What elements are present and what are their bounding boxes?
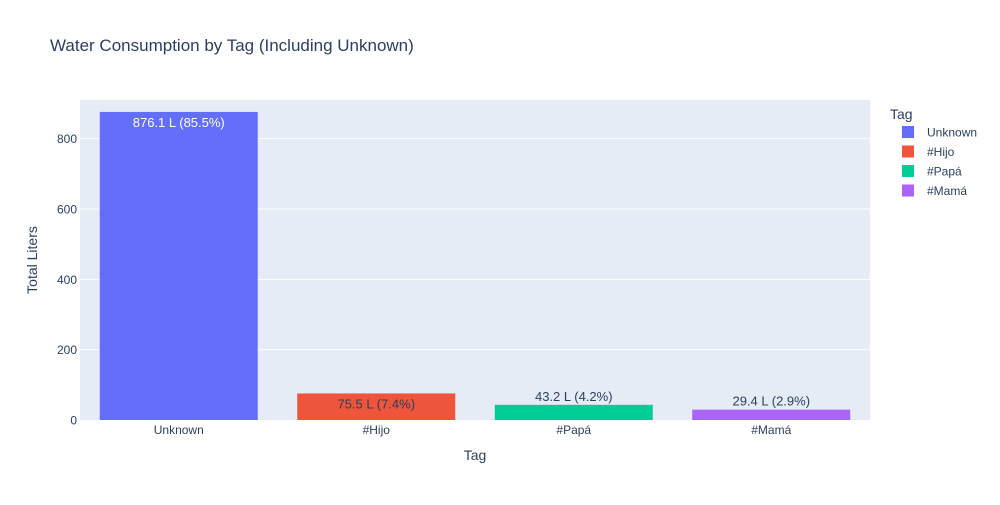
y-axis-ticks: 0 200 400 600 800	[57, 132, 77, 427]
y-tick-label: 600	[57, 203, 77, 217]
bar	[297, 393, 456, 420]
bars: 876.1 L (85.5%) 75.5 L (7.4%) 43.2 L (4.2%…	[99, 111, 851, 421]
legend-item[interactable]: Unknown	[902, 126, 977, 140]
legend-label: #Papá	[927, 165, 962, 179]
legend-item[interactable]: #Papá	[902, 165, 962, 179]
y-axis-title: Total Liters	[24, 226, 40, 294]
legend-swatch	[902, 184, 914, 197]
legend-item[interactable]: #Hijo	[902, 145, 955, 159]
legend-item[interactable]: #Mamá	[902, 184, 967, 198]
legend-label: Unknown	[927, 126, 977, 140]
legend-title: Tag	[890, 106, 913, 122]
x-tick-label: #Mamá	[751, 423, 791, 437]
y-tick-label: 0	[70, 414, 77, 428]
bar-data-label: 876.1 L (85.5%)	[133, 115, 225, 130]
bar	[692, 409, 851, 420]
bar-data-label: 43.2 L (4.2%)	[535, 389, 613, 404]
bar-data-label: 29.4 L (2.9%)	[732, 394, 810, 409]
x-tick-label: Unknown	[154, 423, 204, 437]
x-tick-label: #Hijo	[363, 423, 391, 437]
legend-swatch	[902, 126, 914, 138]
x-axis-title: Tag	[464, 447, 487, 463]
legend-label: #Mamá	[927, 184, 967, 198]
legend-swatch	[902, 145, 914, 158]
x-tick-label: #Papá	[556, 423, 591, 437]
legend-swatch	[902, 165, 914, 177]
y-tick-label: 200	[57, 343, 77, 357]
bar-data-label: 75.5 L (7.4%)	[337, 396, 415, 411]
legend-label: #Hijo	[927, 145, 955, 159]
x-axis-ticks: Unknown #Hijo #Papá #Mamá	[154, 423, 792, 437]
y-tick-label: 800	[57, 132, 77, 146]
bar	[494, 404, 653, 420]
y-tick-label: 400	[57, 273, 77, 287]
legend: Tag Unknown #Hijo #Papá #Mamá	[890, 106, 977, 198]
chart-title: Water Consumption by Tag (Including Unkn…	[50, 36, 414, 55]
bar	[99, 111, 258, 421]
